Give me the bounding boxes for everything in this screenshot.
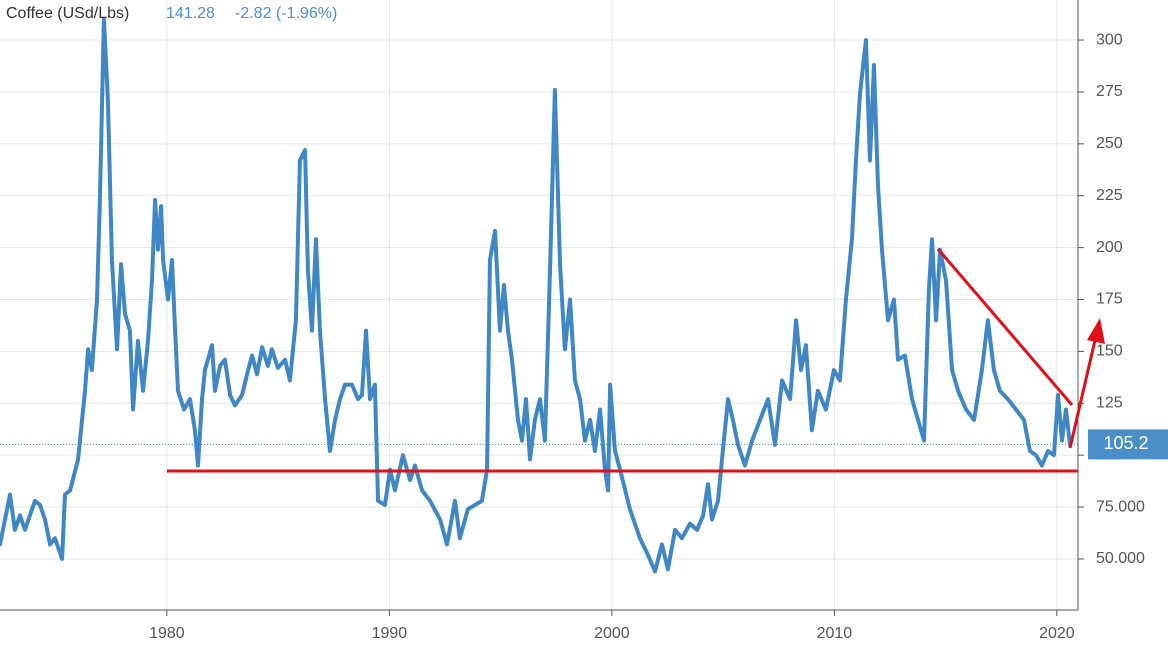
y-tick-label: 275 [1096, 83, 1123, 100]
trend-line [936, 248, 1074, 406]
x-tick-label: 2010 [817, 625, 853, 642]
header-price: 141.28 [166, 5, 215, 22]
y-tick-label: 50.000 [1096, 550, 1145, 567]
y-tick-label: 250 [1096, 135, 1123, 152]
grid [0, 0, 1084, 616]
y-tick-label: 200 [1096, 239, 1123, 256]
y-tick-label: 75.000 [1096, 498, 1145, 515]
x-tick-label: 1980 [149, 625, 185, 642]
header-change: -2.82 (-1.96%) [235, 5, 337, 22]
arrow-shaft [1068, 335, 1098, 449]
x-tick-label: 2020 [1039, 625, 1075, 642]
last-price-box [1088, 429, 1168, 460]
y-tick-label: 150 [1096, 343, 1123, 360]
last-price-label: 105.2 [1103, 433, 1148, 453]
annotation [167, 248, 1105, 473]
plot [0, 17, 1078, 574]
y-tick-label: 175 [1096, 291, 1123, 308]
price-line [0, 17, 1072, 574]
chart-title: Coffee (USd/Lbs) [6, 5, 129, 22]
y-tick-label: 225 [1096, 187, 1123, 204]
y-tick-label: 300 [1096, 31, 1123, 48]
arrow-head [1087, 318, 1105, 344]
y-tick-label: 125 [1096, 394, 1123, 411]
x-tick-label: 1990 [372, 625, 408, 642]
x-tick-label: 2000 [594, 625, 630, 642]
